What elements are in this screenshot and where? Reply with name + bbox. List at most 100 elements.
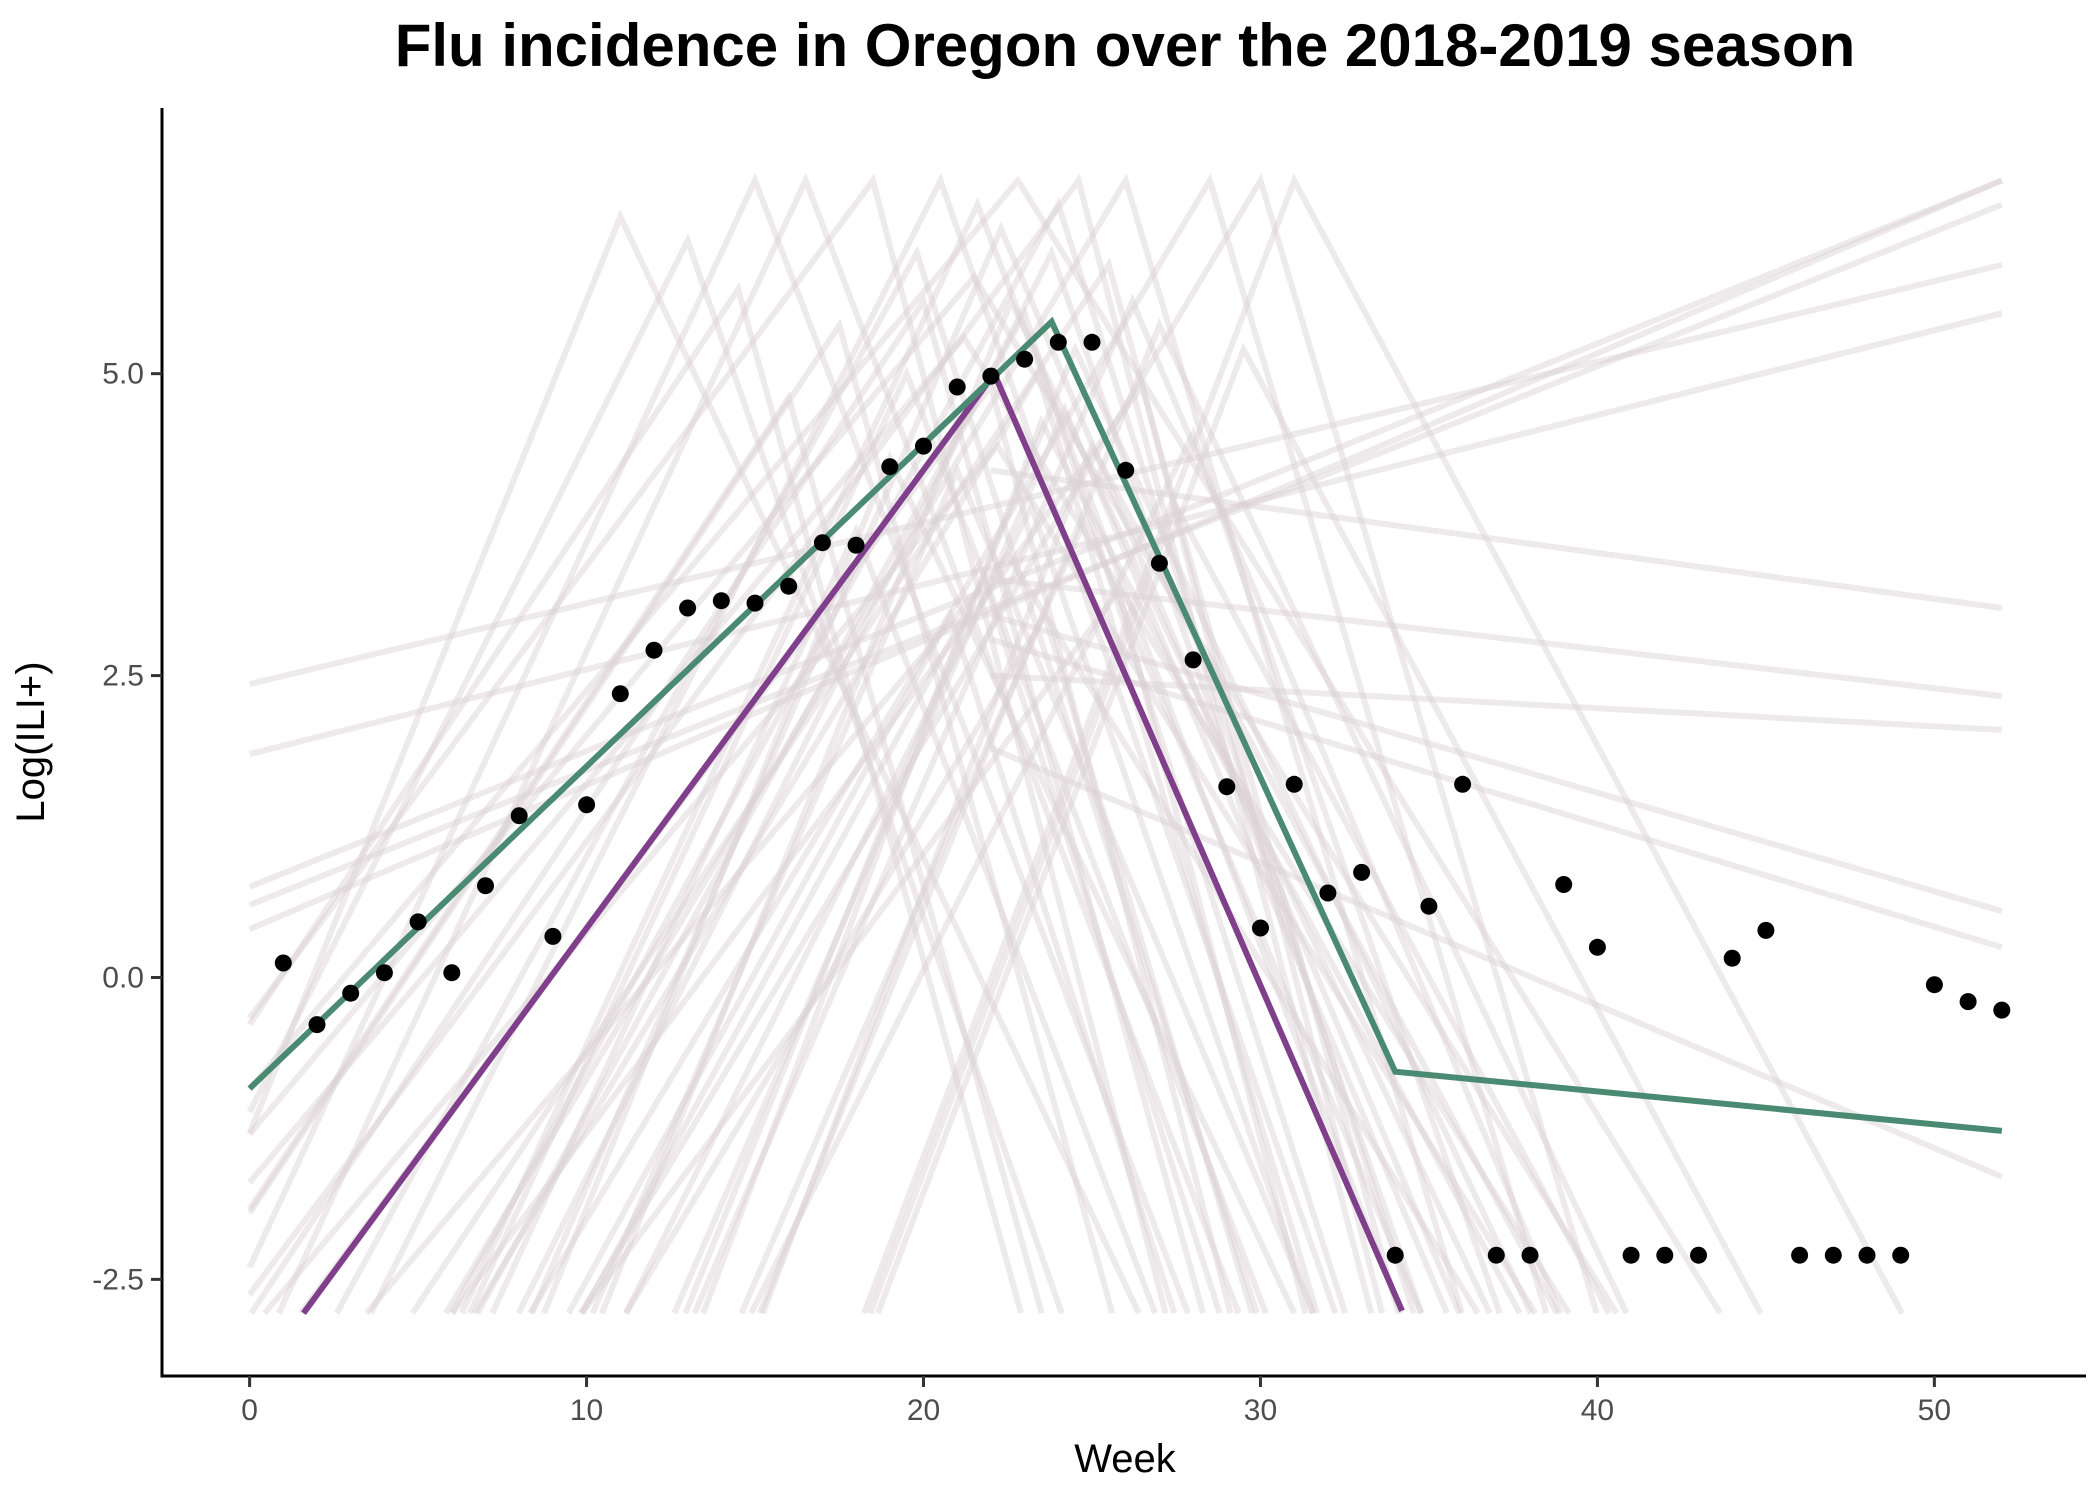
sample-line xyxy=(623,607,1255,1315)
sample-line xyxy=(990,467,2003,611)
sample-line xyxy=(459,196,1405,1315)
observed-point xyxy=(915,437,932,455)
observed-point xyxy=(948,378,966,396)
sample-line xyxy=(276,172,1242,1315)
observed-point xyxy=(1487,1246,1505,1264)
sample-line xyxy=(247,390,1045,1314)
y-axis-ticks: -2.5 0.0 2.5 5.0 xyxy=(92,358,162,1296)
observed-point xyxy=(1690,1246,1707,1264)
sample-line xyxy=(467,366,1269,1315)
sample-line xyxy=(246,172,1191,1315)
sample-line xyxy=(246,233,1065,1315)
observed-point xyxy=(1184,651,1202,669)
observed-point xyxy=(1791,1246,1809,1264)
observed-point xyxy=(813,534,831,552)
observed-point xyxy=(780,577,798,595)
sample-line xyxy=(364,549,1481,1316)
y-tick-label: 0.0 xyxy=(102,961,144,994)
observed-point xyxy=(308,1016,326,1034)
sample-line xyxy=(410,257,1402,1315)
chart-title: Flu incidence in Oregon over the 2018-20… xyxy=(395,12,1856,79)
sample-line xyxy=(246,209,1142,1315)
sample-line xyxy=(867,499,1612,1315)
sample-line xyxy=(589,462,1317,1315)
observed-point xyxy=(712,592,730,610)
observed-point xyxy=(1016,350,1034,368)
sample-line xyxy=(861,173,1905,1315)
x-axis-label: Week xyxy=(1074,1437,1177,1481)
observed-point xyxy=(1588,938,1606,956)
observed-point xyxy=(1386,1246,1404,1264)
sample-line xyxy=(671,402,1450,1315)
observed-point xyxy=(679,599,697,617)
sample-line xyxy=(748,426,1503,1315)
observed-point xyxy=(1521,1246,1539,1264)
observed-point xyxy=(982,367,1000,385)
observed-point xyxy=(1959,993,1977,1011)
sample-line xyxy=(623,498,1316,1315)
x-tick-label: 0 xyxy=(241,1394,258,1427)
sample-line xyxy=(990,672,2002,733)
y-axis-label: Log(ILI+) xyxy=(9,661,53,822)
x-tick-label: 20 xyxy=(907,1394,940,1427)
sample-line xyxy=(471,366,1320,1315)
sample-line xyxy=(757,317,1630,1315)
sample-line xyxy=(578,173,1600,1315)
observed-point xyxy=(1757,921,1775,939)
sample-line xyxy=(599,293,1493,1315)
observed-point xyxy=(1555,876,1573,893)
sample-line xyxy=(248,310,2003,758)
observed-point xyxy=(477,877,494,895)
sample-line xyxy=(874,342,1764,1315)
observed-point xyxy=(342,984,360,1002)
observed-point xyxy=(881,458,899,476)
observed-point xyxy=(1117,461,1135,479)
sample-line xyxy=(247,173,1375,1314)
x-axis-ticks: 0 10 20 30 40 50 xyxy=(241,1376,1951,1427)
sample-line xyxy=(450,378,1386,1315)
observed-point xyxy=(1993,1001,2011,1019)
observed-point xyxy=(746,594,764,612)
observed-point xyxy=(544,927,562,945)
sample-line xyxy=(248,177,2003,932)
sample-line xyxy=(248,201,2003,908)
observed-point xyxy=(1353,863,1371,881)
observed-point xyxy=(1285,775,1303,793)
observed-points xyxy=(274,333,2011,1264)
sample-line xyxy=(248,294,1206,1315)
observed-point xyxy=(1454,775,1472,793)
observed-point xyxy=(1622,1246,1640,1264)
y-tick-label: 2.5 xyxy=(102,660,144,693)
sample-line xyxy=(247,173,1169,1314)
observed-point xyxy=(1319,884,1337,902)
fit-line-green xyxy=(247,316,2003,1134)
observed-point xyxy=(645,641,663,659)
sample-line xyxy=(247,281,1024,1314)
observed-point xyxy=(1656,1246,1674,1264)
observed-point xyxy=(375,964,393,982)
sample-line xyxy=(565,607,1178,1315)
sample-line xyxy=(449,197,1417,1315)
y-tick-label: -2.5 xyxy=(92,1263,144,1296)
sample-line xyxy=(759,438,1560,1315)
observed-point xyxy=(443,964,461,982)
observed-point xyxy=(1892,1246,1910,1264)
sample-line xyxy=(262,441,1538,1316)
sample-line xyxy=(247,175,1723,1315)
sample-line xyxy=(579,584,1309,1315)
observed-point xyxy=(409,913,427,931)
sample-line xyxy=(529,221,1463,1315)
observed-point xyxy=(1723,949,1741,967)
sample-line xyxy=(247,332,1572,1315)
observed-point xyxy=(1150,554,1168,572)
x-tick-label: 10 xyxy=(570,1394,603,1427)
observed-point xyxy=(1420,897,1438,915)
sample-line xyxy=(990,576,2003,700)
observed-point xyxy=(847,536,865,554)
y-tick-label: 5.0 xyxy=(102,358,144,391)
sample-line xyxy=(990,612,2003,914)
x-tick-label: 50 xyxy=(1918,1394,1951,1427)
sample-line xyxy=(990,636,2003,951)
sample-line xyxy=(738,510,1424,1315)
